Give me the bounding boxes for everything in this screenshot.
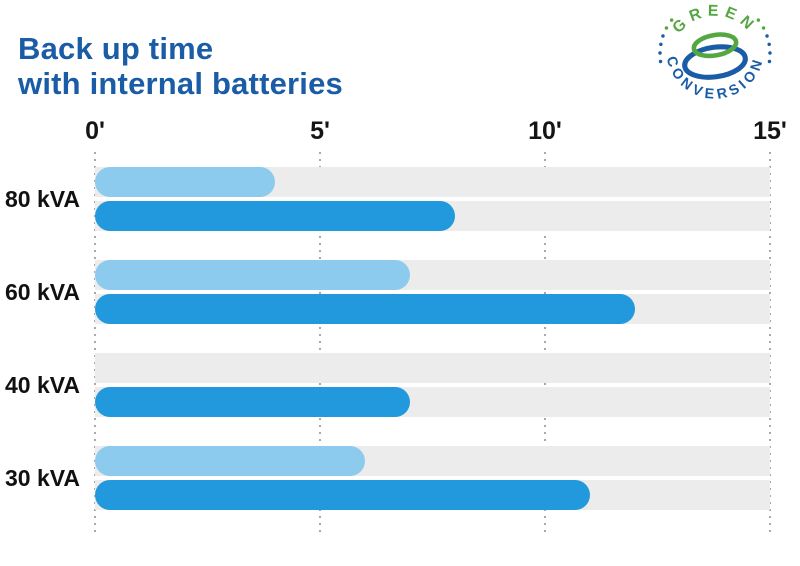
- page-title: Back up time with internal batteries: [18, 31, 343, 101]
- x-tick-label: 10': [528, 117, 562, 145]
- category-label: 60 kVA: [4, 279, 80, 305]
- bar-80-kva-dark-blue: [95, 201, 455, 231]
- page-title-line2: with internal batteries: [18, 66, 343, 101]
- x-tick-label: 0': [85, 117, 105, 145]
- logo-swoosh: [682, 32, 748, 80]
- bar-30-kva-light-blue: [95, 446, 365, 476]
- x-tick-label: 5': [310, 117, 330, 145]
- svg-text:GREEN: GREEN: [669, 4, 760, 37]
- page-title-line1: Back up time: [18, 31, 214, 66]
- gridline: [94, 152, 96, 532]
- bar-60-kva-light-blue: [95, 260, 410, 290]
- logo-dots: [658, 18, 772, 64]
- gridline: [769, 152, 771, 532]
- bar-40-kva-dark-blue: [95, 387, 410, 417]
- bar-80-kva-light-blue: [95, 167, 275, 197]
- bar-30-kva-dark-blue: [95, 480, 590, 510]
- x-tick-label: 15': [753, 117, 787, 145]
- bar-60-kva-dark-blue: [95, 294, 635, 324]
- category-label: 40 kVA: [4, 372, 80, 398]
- gridline: [319, 152, 321, 532]
- bar-track: [95, 353, 770, 383]
- green-conversion-logo: GREEN CONVERSION: [658, 4, 772, 103]
- gridline: [544, 152, 546, 532]
- logo-text-green: GREEN: [669, 4, 754, 37]
- category-label: 80 kVA: [4, 186, 80, 212]
- category-label: 30 kVA: [4, 465, 80, 491]
